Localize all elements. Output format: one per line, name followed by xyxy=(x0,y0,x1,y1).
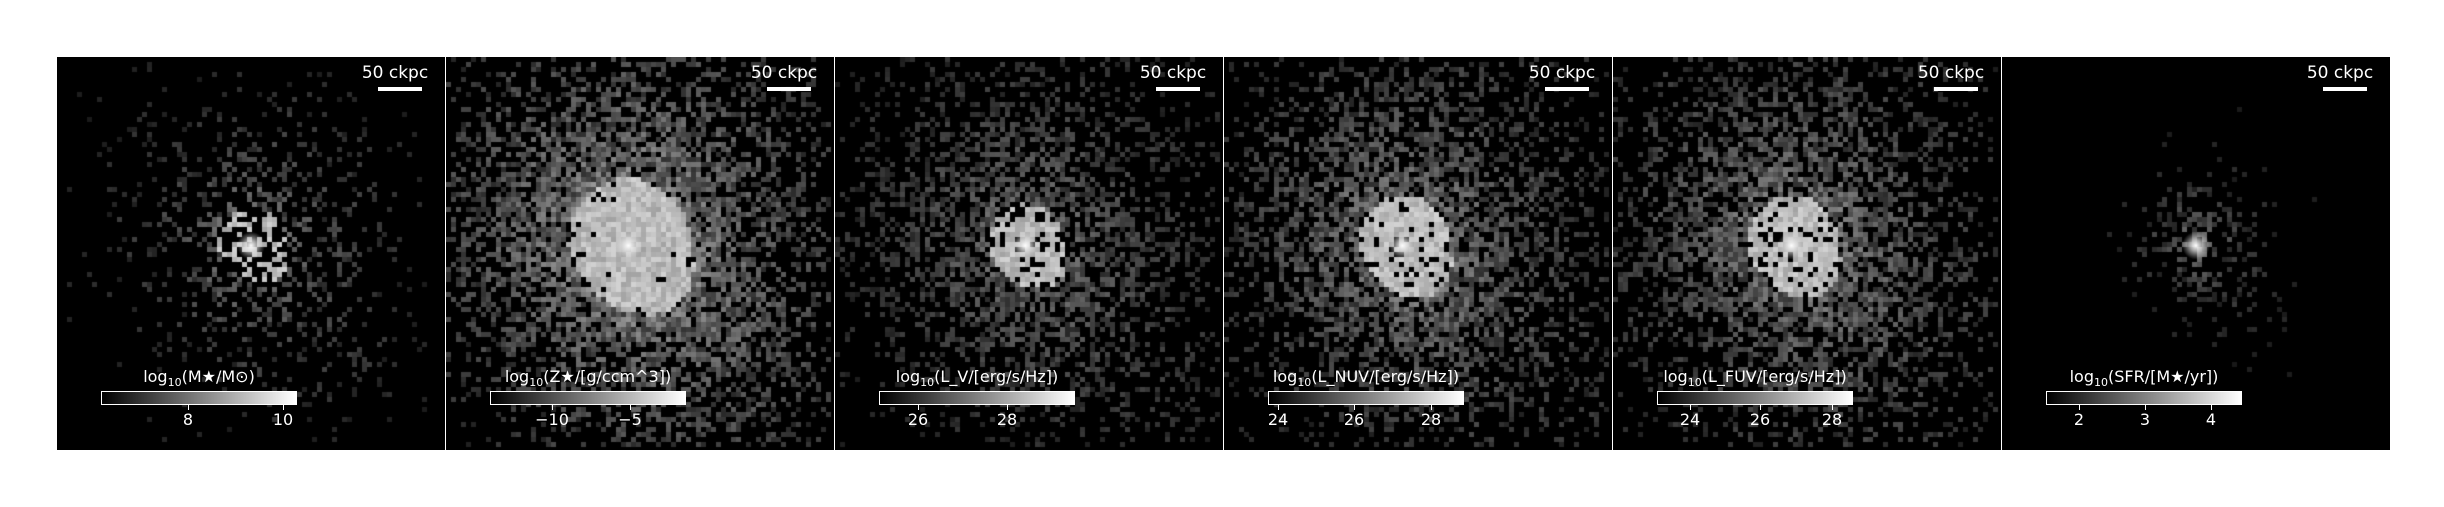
colorbar-label: log10(L_NUV/[erg/s/Hz]) xyxy=(1272,367,1460,390)
colorbar-gradient xyxy=(1657,391,1853,405)
panel-luminosity-nuv: 50 ckpc log10(L_NUV/[erg/s/Hz]) 24 26 28 xyxy=(1224,57,1612,450)
metallicity-map xyxy=(446,57,834,450)
colorbar: log10(L_V/[erg/s/Hz]) 26 28 xyxy=(879,367,1075,437)
colorbar-tick xyxy=(2079,405,2080,410)
colorbar-tick xyxy=(1832,405,1833,410)
colorbar: log10(L_FUV/[erg/s/Hz]) 24 26 28 xyxy=(1657,367,1853,437)
colorbar-gradient xyxy=(101,391,297,405)
colorbar-tick xyxy=(188,405,189,410)
scale-bar-label: 50 ckpc xyxy=(1139,63,1207,83)
panel-metallicity: 50 ckpc log10(Z★/[g/ccm^3]) −10 −5 xyxy=(446,57,834,450)
colorbar-tick-label: 4 xyxy=(2205,410,2217,429)
colorbar-tick-label: 26 xyxy=(1343,410,1365,429)
colorbar-tick-label: 24 xyxy=(1267,410,1289,429)
colorbar: log10(L_NUV/[erg/s/Hz]) 24 26 28 xyxy=(1268,367,1464,437)
colorbar-tick-label: 26 xyxy=(1749,410,1771,429)
luminosity-nuv-map xyxy=(1224,57,1612,450)
colorbar-tick xyxy=(1690,405,1691,410)
colorbar-tick-label: −10 xyxy=(535,410,569,429)
colorbar-tick xyxy=(283,405,284,410)
scale-bar xyxy=(767,87,811,91)
colorbar-gradient xyxy=(1268,391,1464,405)
colorbar-tick xyxy=(1760,405,1761,410)
colorbar-tick-label: 3 xyxy=(2139,410,2151,429)
colorbar-tick xyxy=(2145,405,2146,410)
colorbar-tick xyxy=(1278,405,1279,410)
panel-luminosity-v: 50 ckpc log10(L_V/[erg/s/Hz]) 26 28 xyxy=(835,57,1223,450)
colorbar-label: log10(SFR/[M★/yr]) xyxy=(2069,367,2219,390)
colorbar-tick-label: 28 xyxy=(1821,410,1843,429)
colorbar-tick-label: 8 xyxy=(182,410,194,429)
luminosity-fuv-map xyxy=(1613,57,2001,450)
scale-bar xyxy=(1934,87,1978,91)
colorbar-tick xyxy=(1354,405,1355,410)
colorbar-tick-label: 10 xyxy=(272,410,294,429)
colorbar: log10(Z★/[g/ccm^3]) −10 −5 xyxy=(490,367,686,437)
colorbar-gradient xyxy=(879,391,1075,405)
colorbar-label: log10(Z★/[g/ccm^3]) xyxy=(504,367,672,390)
scale-bar xyxy=(378,87,422,91)
scale-bar xyxy=(1545,87,1589,91)
colorbar-tick-label: 28 xyxy=(996,410,1018,429)
colorbar: log10(SFR/[M★/yr]) 2 3 4 xyxy=(2046,367,2242,437)
colorbar-tick-label: 24 xyxy=(1679,410,1701,429)
colorbar: log10(M★/M⊙) 8 10 xyxy=(101,367,297,437)
colorbar-tick-label: 2 xyxy=(2073,410,2085,429)
colorbar-tick xyxy=(1431,405,1432,410)
colorbar-label: log10(M★/M⊙) xyxy=(143,367,255,390)
colorbar-tick xyxy=(552,405,553,410)
colorbar-tick-label: 28 xyxy=(1420,410,1442,429)
colorbar-gradient xyxy=(490,391,686,405)
scale-bar xyxy=(1156,87,1200,91)
colorbar-gradient xyxy=(2046,391,2242,405)
stellar-mass-map xyxy=(57,57,445,450)
scale-bar xyxy=(2323,87,2367,91)
luminosity-v-map xyxy=(835,57,1223,450)
colorbar-tick xyxy=(630,405,631,410)
scale-bar-label: 50 ckpc xyxy=(750,63,818,83)
scale-bar-label: 50 ckpc xyxy=(361,63,429,83)
colorbar-tick xyxy=(1007,405,1008,410)
sfr-map xyxy=(2002,57,2390,450)
scale-bar-label: 50 ckpc xyxy=(2306,63,2374,83)
scale-bar-label: 50 ckpc xyxy=(1917,63,1985,83)
colorbar-label: log10(L_V/[erg/s/Hz]) xyxy=(895,367,1059,390)
colorbar-tick-label: −5 xyxy=(618,410,642,429)
panel-luminosity-fuv: 50 ckpc log10(L_FUV/[erg/s/Hz]) 24 26 28 xyxy=(1613,57,2001,450)
panel-sfr: 50 ckpc log10(SFR/[M★/yr]) 2 3 4 xyxy=(2002,57,2390,450)
colorbar-tick xyxy=(2211,405,2212,410)
panel-stellar-mass: 50 ckpc log10(M★/M⊙) 8 10 xyxy=(57,57,445,450)
colorbar-tick xyxy=(918,405,919,410)
scale-bar-label: 50 ckpc xyxy=(1528,63,1596,83)
colorbar-tick-label: 26 xyxy=(907,410,929,429)
colorbar-label: log10(L_FUV/[erg/s/Hz]) xyxy=(1663,367,1847,390)
